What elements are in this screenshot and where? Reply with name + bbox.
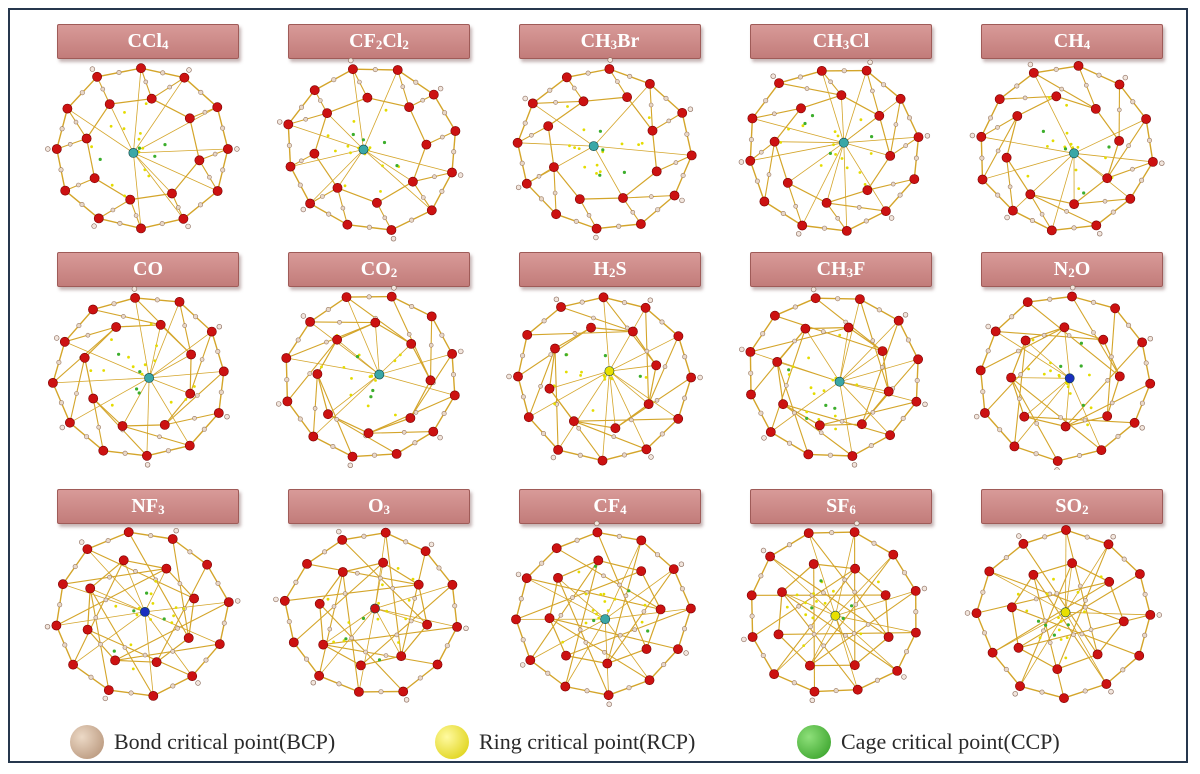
formula-subscript: 4 <box>1083 37 1091 52</box>
panel: H2S <box>486 238 720 483</box>
formula-text: CF <box>349 30 376 52</box>
panel: CH3Br <box>486 10 720 255</box>
panel: CCl4 <box>24 10 258 255</box>
panel-title: CH4 <box>981 24 1163 59</box>
panel: NF3 <box>24 475 258 720</box>
formula-subscript: 3 <box>846 265 854 280</box>
formula-subscript: 2 <box>1068 265 1075 280</box>
ccp-swatch-icon <box>797 725 831 759</box>
bcp-swatch-icon <box>70 725 104 759</box>
formula-text: CCl <box>127 30 162 52</box>
figure-frame: CCl4 CF2Cl2 CH3Br CH3Cl CH4 CO CO2 H2S CH3F N2O NF… <box>8 8 1188 763</box>
panel: CO <box>24 238 258 483</box>
formula-text: Br <box>617 30 640 52</box>
formula-subscript: 6 <box>849 502 856 517</box>
panel-title: SF6 <box>750 489 932 524</box>
clathrate-cage-icon <box>511 520 696 707</box>
panel: SO2 <box>948 475 1182 720</box>
formula-text: NF <box>131 495 159 517</box>
clathrate-cage-icon <box>47 286 230 468</box>
clathrate-cage-icon <box>273 527 469 703</box>
panel: SF6 <box>717 475 951 720</box>
clathrate-cage-icon <box>739 286 928 468</box>
formula-text: CH <box>1053 30 1084 52</box>
legend: Bond critical point(BCP) Ring critical p… <box>70 722 1170 762</box>
formula-subscript: 2 <box>402 37 409 52</box>
formula-subscript: 3 <box>158 502 165 517</box>
clathrate-cage-icon <box>738 59 931 237</box>
panel-title: SO2 <box>981 489 1163 524</box>
formula-subscript: 2 <box>1082 502 1089 517</box>
clathrate-cage-icon <box>974 284 1156 470</box>
panel: CO2 <box>255 238 489 483</box>
formula-text: CF <box>593 495 621 517</box>
panel: O3 <box>255 475 489 720</box>
panel: CF2Cl2 <box>255 10 489 255</box>
panel: N2O <box>948 238 1182 483</box>
legend-item-ccp: Cage critical point(CCP) <box>797 722 1060 762</box>
panel-title: CCl4 <box>57 24 239 59</box>
rcp-swatch-icon <box>435 725 469 759</box>
formula-text: CH <box>816 258 847 280</box>
panel: CH3Cl <box>717 10 951 255</box>
formula-text: O <box>367 495 384 517</box>
panel: CH4 <box>948 10 1182 255</box>
formula-text: Cl <box>382 30 403 52</box>
formula-text: CH <box>580 30 611 52</box>
clathrate-cage-icon <box>506 292 703 466</box>
legend-label-rcp: Ring critical point(RCP) <box>479 729 696 754</box>
formula-text: F <box>853 258 866 280</box>
panel-title: CF2Cl2 <box>288 24 470 59</box>
formula-text: O <box>1074 258 1091 280</box>
formula-subscript: 2 <box>390 265 398 280</box>
legend-item-bcp: Bond critical point(BCP) <box>70 722 335 762</box>
formula-subscript: 3 <box>610 37 618 52</box>
panel-title: CF4 <box>519 489 701 524</box>
formula-text: CO <box>133 258 163 280</box>
panel-title: CH3F <box>750 252 932 287</box>
legend-item-rcp: Ring critical point(RCP) <box>435 722 695 762</box>
panel-title: H2S <box>519 252 701 287</box>
legend-label-ccp: Cage critical point(CCP) <box>841 729 1060 754</box>
formula-text: SO <box>1055 495 1083 517</box>
formula-text: Cl <box>849 30 870 52</box>
panel-title: NF3 <box>57 489 239 524</box>
formula-subscript: 4 <box>161 37 169 52</box>
panel-title: CH3Br <box>519 24 701 59</box>
formula-subscript: 2 <box>608 265 616 280</box>
clathrate-cage-icon <box>741 520 928 704</box>
formula-text: N <box>1053 258 1069 280</box>
panel-title: CO2 <box>288 252 470 287</box>
formula-text: H <box>593 258 609 280</box>
clathrate-cage-icon <box>512 57 697 241</box>
panel-title: CH3Cl <box>750 24 932 59</box>
panel: CF4 <box>486 475 720 720</box>
formula-text: SF <box>826 495 850 517</box>
clathrate-cage-icon <box>275 285 464 469</box>
panel-title: O3 <box>288 489 470 524</box>
clathrate-cage-icon <box>44 527 241 702</box>
panel-title: CO <box>57 252 239 287</box>
clathrate-cage-icon <box>276 57 464 242</box>
clathrate-cage-icon <box>45 63 240 234</box>
formula-subscript: 3 <box>383 502 391 517</box>
formula-text: S <box>615 258 627 280</box>
formula-subscript: 4 <box>620 502 627 517</box>
clathrate-cage-icon <box>964 525 1163 703</box>
formula-text: CH <box>812 30 843 52</box>
formula-subscript: 3 <box>842 37 850 52</box>
clathrate-cage-icon <box>969 60 1165 237</box>
formula-subscript: 2 <box>375 37 383 52</box>
legend-label-bcp: Bond critical point(BCP) <box>114 729 336 754</box>
formula-text: CO <box>360 258 391 280</box>
panel: CH3F <box>717 238 951 483</box>
